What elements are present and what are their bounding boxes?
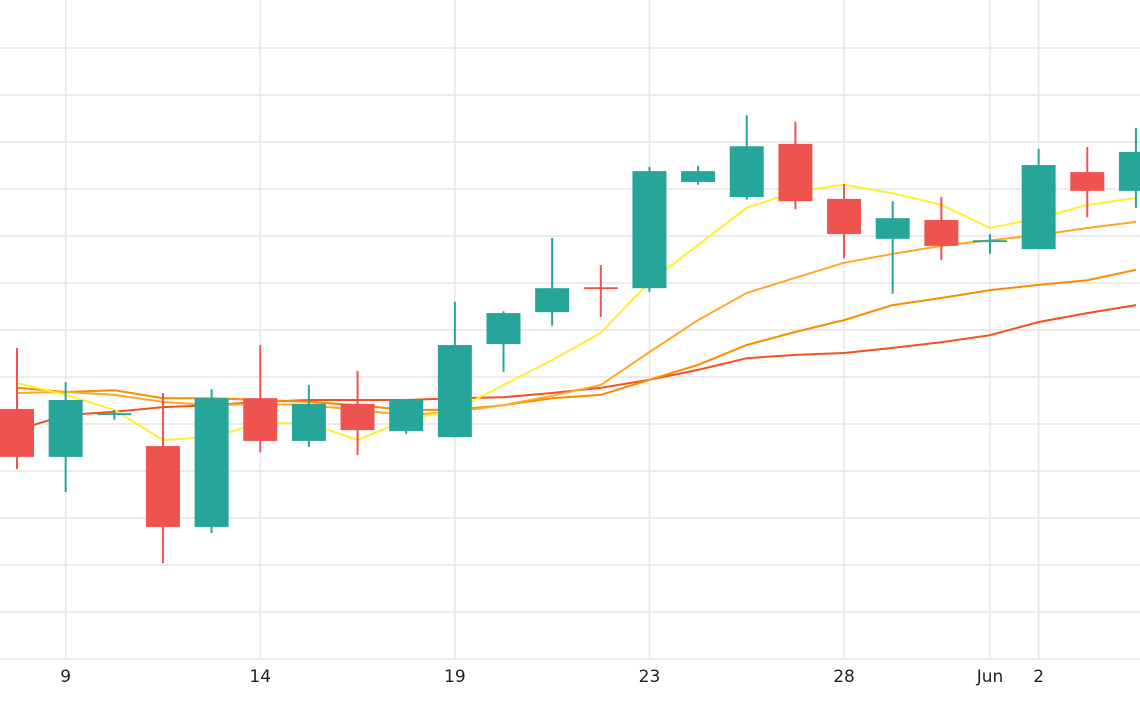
candle-body bbox=[681, 171, 716, 182]
candle-body bbox=[1070, 172, 1105, 191]
candle-body bbox=[729, 146, 764, 197]
candle-body bbox=[340, 403, 375, 431]
x-tick-label: 23 bbox=[639, 667, 661, 687]
x-tick-label: 9 bbox=[60, 667, 71, 687]
candle-body bbox=[97, 413, 132, 416]
candle-body bbox=[389, 400, 424, 432]
candle-body bbox=[583, 287, 618, 290]
moving-average-line bbox=[16, 220, 1137, 417]
candle-body bbox=[194, 398, 229, 527]
candle-body bbox=[924, 220, 959, 246]
candle-body bbox=[486, 313, 521, 345]
candle-body bbox=[0, 408, 34, 457]
x-tick-label: Jun bbox=[976, 667, 1004, 687]
candle-body bbox=[1118, 151, 1140, 191]
candle-body bbox=[145, 446, 180, 527]
x-tick-label: 14 bbox=[249, 667, 271, 687]
candle-body bbox=[291, 403, 326, 441]
candle-body bbox=[48, 400, 83, 457]
x-tick-label: 19 bbox=[444, 667, 466, 687]
candle-body bbox=[778, 143, 813, 202]
candle-body bbox=[437, 345, 472, 438]
candle-body bbox=[1021, 165, 1056, 250]
moving-average-line bbox=[16, 183, 1137, 442]
candle-body bbox=[632, 171, 667, 289]
x-tick-label: 2 bbox=[1033, 667, 1044, 687]
candle-body bbox=[973, 240, 1007, 243]
candle-body bbox=[535, 288, 570, 313]
x-tick-label: 28 bbox=[833, 667, 855, 687]
candle-body bbox=[875, 218, 910, 239]
moving-average-line bbox=[16, 268, 1137, 411]
candle-body bbox=[827, 198, 862, 235]
moving-average-line bbox=[16, 304, 1137, 432]
candle-body bbox=[243, 398, 278, 441]
